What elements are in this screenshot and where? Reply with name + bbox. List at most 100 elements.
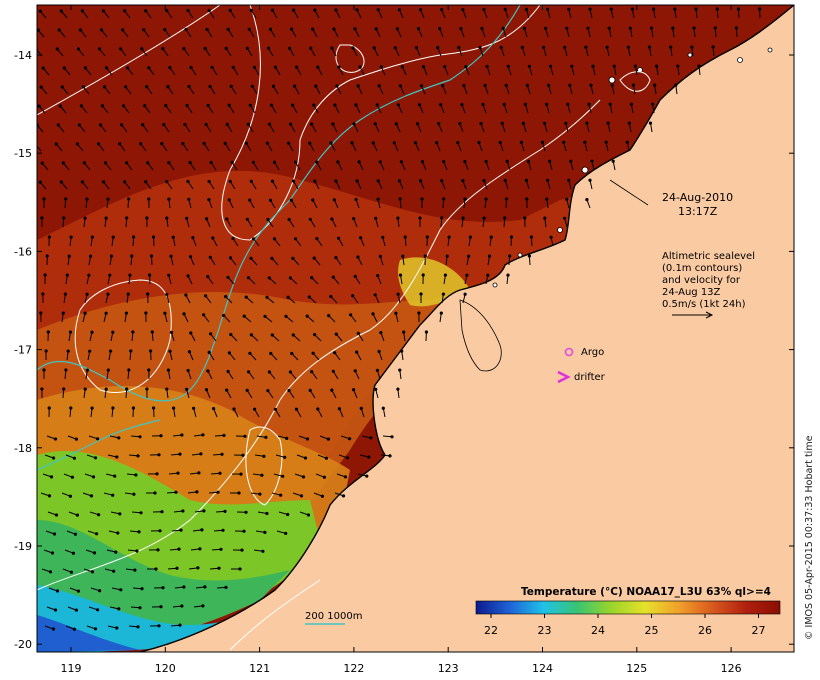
velocity-arrow-head <box>165 216 169 220</box>
velocity-arrow-head <box>80 9 84 13</box>
sea-surface-cool-blue <box>37 615 140 652</box>
lon-tick-label: 120 <box>155 662 176 675</box>
velocity-arrow-head <box>50 551 55 555</box>
velocity-arrow-head <box>341 494 346 498</box>
velocity-arrow-head <box>96 142 101 146</box>
velocity-arrow-head <box>41 292 45 296</box>
velocity-arrow-head <box>111 493 115 497</box>
velocity-arrow-head <box>74 608 78 612</box>
velocity-arrow-head <box>482 7 486 12</box>
velocity-arrow-head <box>604 140 608 144</box>
velocity-arrow-head <box>79 104 83 108</box>
velocity-arrow-head <box>162 123 166 127</box>
velocity-arrow-head <box>218 471 222 475</box>
velocity-arrow-head <box>268 198 273 202</box>
velocity-arrow-head <box>522 26 527 30</box>
velocity-arrow-head <box>217 566 221 570</box>
velocity-arrow-head <box>207 350 211 354</box>
velocity-arrow-head <box>203 585 207 589</box>
velocity-arrow-head <box>262 454 266 458</box>
velocity-arrow-head <box>440 216 444 220</box>
velocity-arrow-head <box>92 551 97 555</box>
legend-line: Altimetric sealevel <box>662 251 755 262</box>
velocity-arrow-head <box>270 333 274 337</box>
velocity-arrow-head <box>119 588 123 592</box>
velocity-arrow-head <box>540 140 545 144</box>
velocity-arrow-head <box>357 160 361 164</box>
velocity-arrow-head <box>46 330 50 334</box>
velocity-arrow-head <box>55 589 60 593</box>
velocity-arrow-head <box>506 64 510 68</box>
velocity-arrow-head <box>690 45 694 49</box>
velocity-arrow-head <box>483 83 487 88</box>
velocity-arrow-head <box>227 103 231 107</box>
velocity-arrow-head <box>273 65 278 69</box>
velocity-arrow-head <box>590 159 594 163</box>
velocity-arrow-head <box>201 433 205 437</box>
velocity-arrow-head <box>519 140 524 144</box>
velocity-arrow-head <box>272 160 277 164</box>
velocity-arrow-head <box>461 179 465 183</box>
coastline-south <box>139 454 386 652</box>
velocity-arrow-head <box>106 292 110 296</box>
velocity-arrow-head <box>371 141 375 145</box>
velocity-arrow-head <box>711 45 715 49</box>
velocity-arrow-head <box>47 235 51 239</box>
velocity-arrow-head <box>284 531 288 536</box>
velocity-arrow-head <box>227 351 231 355</box>
velocity-arrow-head <box>78 28 82 32</box>
velocity-arrow-head <box>352 122 356 126</box>
velocity-arrow-head <box>74 437 78 441</box>
velocity-arrow-head <box>501 26 505 30</box>
velocity-arrow-head <box>232 407 236 411</box>
velocity-arrow-head <box>419 84 424 88</box>
velocity-arrow-head <box>65 273 69 277</box>
velocity-arrow-head <box>153 491 157 495</box>
velocity-arrow-head <box>231 65 235 69</box>
velocity-arrow-head <box>212 407 216 411</box>
colorbar-tick-label: 25 <box>645 624 659 637</box>
velocity-arrow-head <box>75 142 79 146</box>
velocity-arrow-head <box>288 370 292 374</box>
velocity-arrow-head <box>117 607 121 611</box>
velocity-arrow-head <box>463 292 467 296</box>
velocity-arrow-head <box>229 84 233 88</box>
velocity-arrow-head <box>68 494 72 498</box>
velocity-arrow-head <box>605 45 609 49</box>
velocity-arrow-head <box>477 140 481 145</box>
velocity-arrow-head <box>334 332 338 336</box>
velocity-arrow-head <box>85 368 89 372</box>
velocity-arrow-head <box>222 313 226 318</box>
velocity-arrow-head <box>244 141 248 145</box>
velocity-arrow-head <box>119 47 123 51</box>
velocity-arrow-head <box>265 511 269 516</box>
velocity-arrow-head <box>75 513 79 517</box>
velocity-arrow-head <box>628 26 632 30</box>
velocity-arrow-head <box>423 254 427 258</box>
velocity-arrow-head <box>40 216 44 220</box>
peninsula-land <box>459 299 502 372</box>
velocity-arrow-head <box>524 178 529 182</box>
velocity-arrow-head <box>565 197 569 201</box>
velocity-arrow-head <box>246 122 250 126</box>
velocity-arrow-head <box>147 368 151 372</box>
velocity-arrow-head <box>130 254 134 258</box>
velocity-arrow-head <box>225 122 229 126</box>
velocity-arrow-head <box>485 64 489 69</box>
velocity-arrow-head <box>546 178 550 182</box>
colorbar-tick-label: 27 <box>752 624 766 637</box>
velocity-arrow-head <box>504 83 508 87</box>
velocity-arrow-head <box>165 9 169 13</box>
velocity-arrow-head <box>264 435 268 439</box>
velocity-arrow-head <box>359 406 363 410</box>
velocity-arrow-head <box>87 273 91 277</box>
velocity-arrow-head <box>208 255 212 259</box>
velocity-arrow-head <box>54 513 59 517</box>
velocity-arrow-head <box>332 27 336 31</box>
velocity-arrow-head <box>206 369 210 373</box>
velocity-arrow-head <box>486 273 490 277</box>
colorbar-tick-label: 23 <box>538 624 552 637</box>
velocity-arrow-head <box>139 142 143 146</box>
velocity-arrow-head <box>330 388 334 392</box>
velocity-arrow-head <box>146 161 150 165</box>
